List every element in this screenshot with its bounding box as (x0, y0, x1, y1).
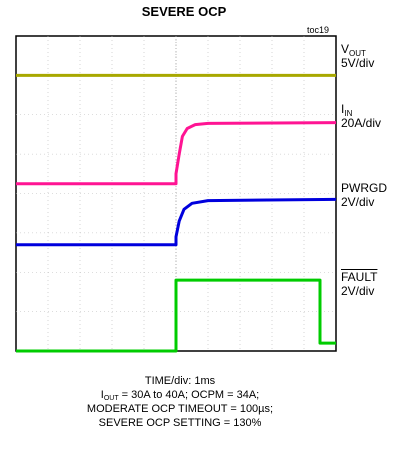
channel-label-iin: IIN 20A/div (341, 102, 382, 130)
scale-label-vout: 5V/div (341, 56, 375, 70)
chart-title: SEVERE OCP (141, 4, 227, 19)
trace-pwrgd (16, 197, 337, 247)
caption-iout: IOUT = 30A to 40A; OCPM = 34A; (100, 389, 260, 402)
caption-setting: SEVERE OCP SETTING = 130% (98, 417, 262, 429)
channel-label-vout: VOUT 5V/div (341, 42, 375, 70)
trace-fault (16, 278, 336, 353)
trace-group (16, 73, 337, 353)
figure-id: toc19 (307, 25, 330, 35)
channel-label-fault: FAULT 2V/div (341, 270, 378, 298)
scale-label-iin: 20A/div (341, 116, 382, 130)
channel-label-pwrgd: PWRGD 2V/div (341, 181, 387, 209)
caption-time-div: TIME/div: 1ms (144, 375, 216, 387)
trace-iin (16, 121, 337, 186)
scale-label-pwrgd: 2V/div (341, 195, 375, 209)
scale-label-fault: 2V/div (341, 284, 375, 298)
chart-caption: TIME/div: 1ms IOUT = 30A to 40A; OCPM = … (60, 374, 300, 430)
caption-timeout: MODERATE OCP TIMEOUT = 100µs; (86, 403, 274, 415)
